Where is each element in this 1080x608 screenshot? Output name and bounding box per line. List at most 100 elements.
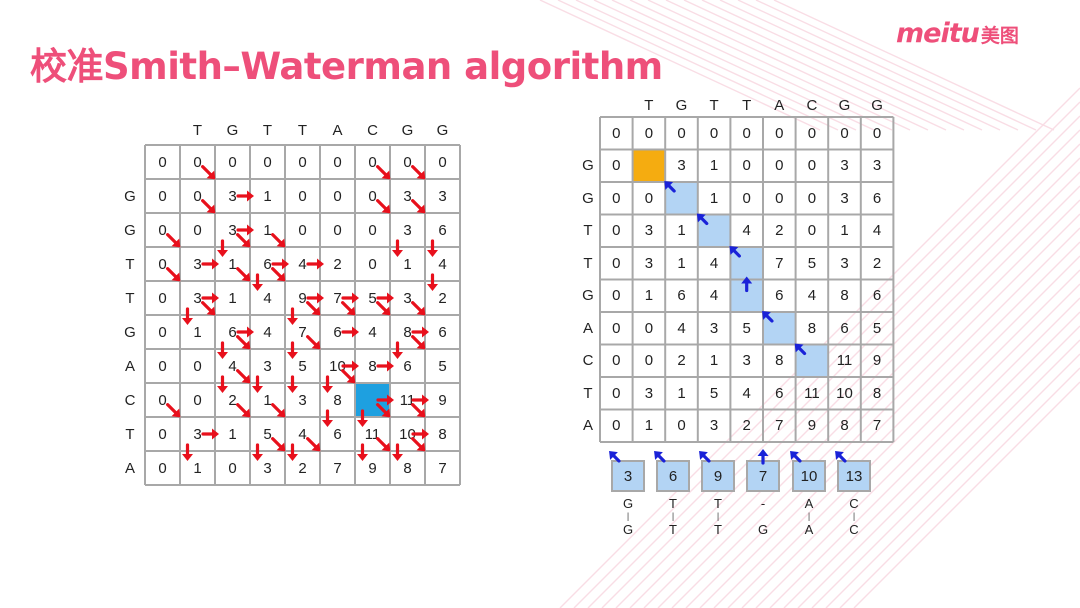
matrix-cell: 3 (840, 157, 849, 175)
column-header: C (806, 96, 818, 114)
matrix-cell: 0 (333, 221, 342, 239)
red-arrow (271, 233, 286, 248)
matrix-cell: 0 (158, 391, 167, 409)
matrix-cell: 0 (612, 417, 621, 435)
red-arrow (217, 375, 228, 393)
red-arrow (271, 403, 286, 418)
red-arrow (271, 267, 286, 282)
matrix-cell: 6 (872, 287, 882, 305)
row-header: A (124, 459, 135, 477)
matrix-cell: 8 (775, 352, 784, 370)
matrix-cell: 0 (644, 319, 654, 337)
red-arrow (322, 375, 333, 393)
red-arrow (217, 341, 228, 359)
red-arrow (166, 403, 181, 418)
matrix-cell: 0 (298, 153, 307, 171)
alignment-top: G (622, 496, 634, 511)
matrix-cell: 0 (807, 124, 817, 142)
red-arrow (201, 199, 216, 214)
row-header: G (582, 157, 594, 175)
alignment-bottom: A (804, 522, 814, 537)
matrix-cell: 3 (644, 384, 654, 402)
matrix-cell: 1 (709, 157, 719, 175)
red-arrow (252, 273, 263, 291)
alignment-connector: | (716, 511, 720, 521)
matrix-cell: 5 (263, 425, 272, 443)
matrix-cell: 0 (368, 221, 377, 239)
matrix-cell: 8 (403, 459, 412, 477)
matrix-cell: 9 (298, 289, 307, 307)
matrix-cell: 9 (807, 417, 817, 435)
matrix-cell: 4 (228, 357, 237, 375)
matrix-cell: 0 (158, 357, 167, 375)
matrix-cell: 2 (333, 255, 342, 273)
red-arrow (236, 369, 251, 384)
matrix-cell: 0 (644, 352, 654, 370)
red-arrow (271, 437, 286, 452)
red-arrow (252, 375, 263, 393)
matrix-cell: 4 (709, 287, 719, 305)
row-header: T (125, 289, 135, 307)
matrix-cell: 0 (158, 187, 167, 205)
red-arrow (201, 428, 219, 440)
matrix-cell: 8 (403, 323, 412, 341)
red-arrow (376, 165, 391, 180)
row-header: T (583, 222, 593, 240)
matrix-cell: 8 (807, 319, 817, 337)
alignment-connector: | (807, 511, 811, 521)
matrix-cell: 6 (677, 287, 686, 305)
row-header: T (583, 384, 593, 402)
matrix-cell: 0 (677, 417, 686, 435)
red-arrow (341, 326, 359, 338)
red-arrow (287, 307, 298, 325)
matrix-cell: 0 (775, 157, 784, 175)
red-arrow (411, 326, 429, 338)
matrix-cell: 3 (263, 357, 272, 375)
matrix-cell: 3 (228, 187, 237, 205)
matrix-cell: 0 (612, 222, 621, 240)
matrix-cell: 5 (438, 357, 447, 375)
red-arrow (411, 403, 426, 418)
matrix-cell: 2 (677, 352, 686, 370)
matrix-cell: 4 (298, 425, 307, 443)
matrix-cell: 3 (644, 254, 654, 272)
matrix-cell: 11 (804, 384, 820, 402)
blue-arrow (762, 311, 774, 323)
row-header: T (583, 254, 593, 272)
matrix-cell: 9 (438, 391, 447, 409)
row-header: T (125, 425, 135, 443)
matrix-cell: 3 (403, 221, 412, 239)
matrix-cell: 0 (709, 124, 719, 142)
blue-arrow (757, 449, 769, 465)
column-header: T (644, 96, 654, 114)
matrix-cell: 0 (644, 189, 654, 207)
matrix-cell: 0 (263, 153, 272, 171)
matrix-cell: 7 (775, 417, 784, 435)
column-header: T (262, 121, 273, 139)
matrix-cell: 0 (612, 384, 621, 402)
matrix-cell: 5 (742, 319, 751, 337)
blue-arrow (729, 246, 741, 258)
matrix-cell: 3 (403, 187, 412, 205)
matrix-cell: 3 (709, 319, 719, 337)
column-header: C (367, 121, 378, 139)
red-arrow (411, 335, 426, 350)
matrix-cell: 7 (298, 323, 307, 341)
matrix-cell: 1 (840, 222, 849, 240)
matrix-cell: 5 (298, 357, 307, 375)
matrix-cell: 1 (263, 391, 272, 409)
matrix-cell: 4 (677, 319, 686, 337)
column-header: G (871, 96, 883, 114)
red-arrow (376, 437, 391, 452)
red-arrow (306, 335, 321, 350)
blue-arrow (835, 451, 847, 463)
matrix-cell: 4 (709, 254, 719, 272)
column-header: T (192, 121, 203, 139)
blue-arrow (609, 451, 621, 463)
matrix-cell: 6 (872, 189, 882, 207)
red-arrow (411, 428, 429, 440)
alignment-bottom: T (669, 522, 677, 537)
matrix-cell: 2 (298, 459, 307, 477)
red-arrow (322, 409, 333, 427)
